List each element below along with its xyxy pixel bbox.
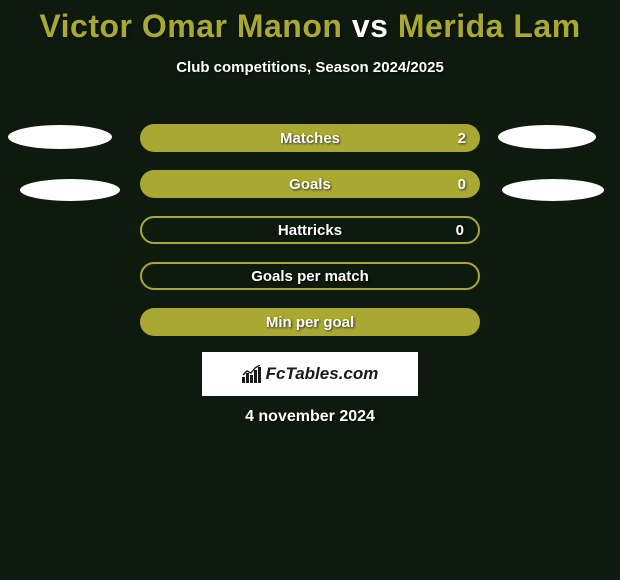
brand-badge: FcTables.com [202,352,418,396]
date-label: 4 november 2024 [0,408,620,426]
stat-bar: Min per goal [140,308,480,336]
stat-bar: Matches 2 [140,124,480,152]
stat-bar-label: Min per goal [266,314,354,331]
stat-bar-label: Matches [280,130,340,147]
stat-bar-value: 0 [458,176,466,193]
subtitle: Club competitions, Season 2024/2025 [0,59,620,76]
title-player1: Victor Omar Manon [39,8,342,44]
photo-placeholder-left-bottom [20,179,120,201]
stat-bar-label: Hattricks [278,222,342,239]
brand-chart-icon [242,365,262,383]
title-vs: vs [352,8,389,44]
title-player2: Merida Lam [398,8,581,44]
stat-bar: Goals per match [140,262,480,290]
stat-bar: Goals 0 [140,170,480,198]
stat-bar: Hattricks 0 [140,216,480,244]
brand-text: FcTables.com [266,364,379,384]
photo-placeholder-right-bottom [502,179,604,201]
photo-placeholder-right-top [498,125,596,149]
stat-bar-label: Goals per match [251,268,369,285]
photo-placeholder-left-top [8,125,112,149]
stat-bar-label: Goals [289,176,331,193]
stat-bar-value: 2 [458,130,466,147]
page-title: Victor Omar Manon vs Merida Lam [0,0,620,45]
stat-bars: Matches 2 Goals 0 Hattricks 0 Goals per match M… [140,124,480,354]
stat-bar-value: 0 [456,222,464,239]
